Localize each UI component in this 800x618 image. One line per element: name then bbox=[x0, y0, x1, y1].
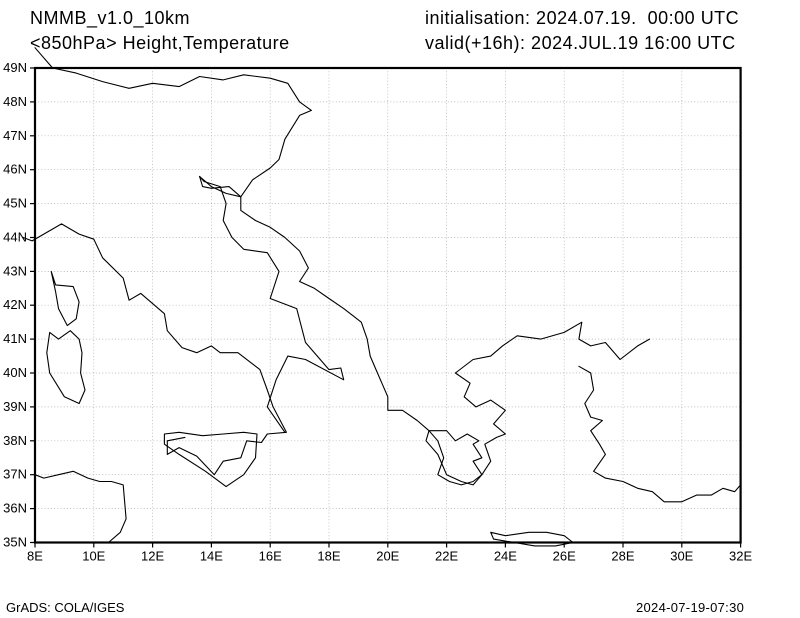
svg-text:10E: 10E bbox=[82, 549, 105, 564]
svg-text:48N: 48N bbox=[3, 94, 27, 109]
svg-text:12E: 12E bbox=[141, 549, 164, 564]
svg-text:43N: 43N bbox=[3, 263, 27, 278]
svg-text:36N: 36N bbox=[3, 501, 27, 516]
svg-text:47N: 47N bbox=[3, 128, 27, 143]
svg-text:41N: 41N bbox=[3, 331, 27, 346]
svg-text:39N: 39N bbox=[3, 399, 27, 414]
svg-text:37N: 37N bbox=[3, 467, 27, 482]
svg-text:28E: 28E bbox=[611, 549, 634, 564]
svg-text:45N: 45N bbox=[3, 196, 27, 211]
svg-text:24E: 24E bbox=[494, 549, 517, 564]
svg-text:26E: 26E bbox=[553, 549, 576, 564]
svg-text:35N: 35N bbox=[3, 535, 27, 550]
svg-text:18E: 18E bbox=[317, 549, 340, 564]
svg-text:49N: 49N bbox=[3, 60, 27, 75]
svg-text:40N: 40N bbox=[3, 365, 27, 380]
svg-text:22E: 22E bbox=[435, 549, 458, 564]
svg-text:42N: 42N bbox=[3, 297, 27, 312]
svg-text:14E: 14E bbox=[200, 549, 223, 564]
svg-text:38N: 38N bbox=[3, 433, 27, 448]
svg-text:20E: 20E bbox=[376, 549, 399, 564]
svg-text:16E: 16E bbox=[259, 549, 282, 564]
svg-text:46N: 46N bbox=[3, 162, 27, 177]
svg-text:30E: 30E bbox=[670, 549, 693, 564]
svg-text:8E: 8E bbox=[27, 549, 43, 564]
svg-text:32E: 32E bbox=[729, 549, 752, 564]
